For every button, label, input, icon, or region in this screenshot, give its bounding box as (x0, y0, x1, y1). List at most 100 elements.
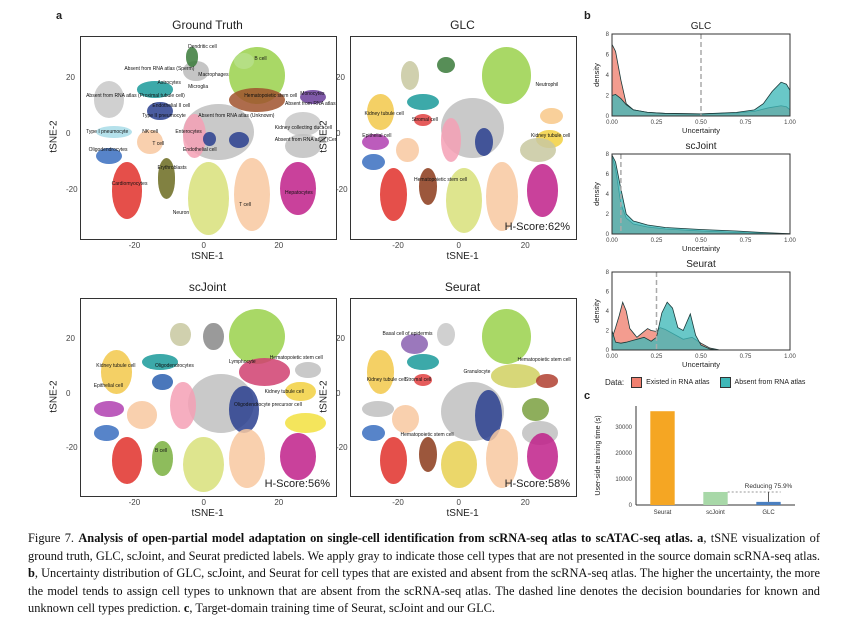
x-tick-label: 0.00 (606, 238, 618, 244)
x-tick-label: 20 (520, 498, 530, 507)
cell-cluster (152, 373, 173, 390)
cell-cluster (188, 162, 229, 235)
y-axis-label: tSNE-2 (48, 120, 60, 153)
bar-glc (756, 501, 781, 505)
y-tick-label: 20 (336, 334, 345, 344)
y-axis-label: User-side training time (s) (595, 415, 602, 495)
cell-cluster (486, 162, 518, 231)
x-tick-label: 0 (456, 241, 461, 250)
cell-type-label: B cell (254, 56, 267, 63)
x-tick-label: -20 (128, 498, 141, 507)
cell-type-label: T cell (239, 201, 251, 208)
y-tick-label: 0 (336, 388, 341, 398)
cell-type-label: Hematopoietic stem cell (414, 177, 468, 184)
x-axis-label: tSNE-1 (446, 251, 479, 262)
x-tick-label: 20 (274, 498, 284, 507)
x-axis-label: Uncertainty (682, 360, 720, 369)
cell-type-label: Oligodendrocytes (154, 363, 194, 369)
y-tick-label: 0 (629, 503, 633, 509)
chart-title: GLC (691, 21, 712, 32)
bar-scjoint (703, 491, 728, 505)
x-tick-label: 1.00 (784, 238, 796, 244)
cell-cluster (239, 358, 291, 386)
tsne-plot-area: Neutrophil Kidney tubule cell Stromal cell… (350, 36, 577, 240)
cell-cluster (228, 429, 265, 489)
cell-type-label: Kidney tubule cell (96, 363, 136, 369)
cell-cluster (234, 53, 255, 70)
density-area-absent (611, 154, 791, 235)
y-tick-label: 4 (606, 192, 610, 198)
cell-type-label: Absent from RNA atlas (Proximal tubule c… (86, 92, 185, 99)
y-tick-label: 30000 (615, 425, 632, 431)
cell-cluster (126, 401, 158, 430)
x-tick-label: 0.25 (651, 354, 663, 360)
legend-label-existed: Existed in RNA atlas (646, 379, 710, 386)
cell-cluster (414, 113, 432, 126)
x-tick-label: 20 (274, 241, 284, 250)
panel-letter-b: b (584, 10, 591, 22)
x-tick-label: 0.25 (651, 238, 663, 244)
cell-type-label: Absent from RNA atlas (Cerebellar granul… (274, 137, 337, 143)
h-score-label: H-Score:62% (504, 221, 570, 233)
cell-cluster (362, 401, 394, 418)
y-axis-label: tSNE-2 (318, 120, 330, 153)
y-tick-label: -20 (336, 185, 348, 195)
cell-cluster (526, 432, 558, 481)
cell-type-label: Microglia (188, 84, 209, 91)
cell-cluster (279, 162, 316, 215)
cell-cluster (540, 107, 563, 124)
cell-cluster (137, 129, 163, 155)
caption-a-label: a (697, 531, 704, 545)
x-axis-label: Uncertainty (682, 244, 720, 253)
cell-cluster (183, 113, 206, 159)
y-tick-label: 0 (606, 348, 610, 354)
cell-cluster (474, 127, 493, 157)
x-axis-label: tSNE-1 (446, 508, 479, 519)
cell-cluster (362, 425, 385, 441)
cell-cluster (400, 61, 419, 90)
y-tick-label: 8 (606, 152, 610, 158)
cell-type-label: Absent from RNA atlas (Sperm) (124, 66, 195, 73)
cell-cluster (93, 425, 120, 441)
y-tick-label: 20 (336, 73, 345, 83)
cell-cluster (526, 164, 558, 217)
cell-cluster (396, 138, 419, 163)
cell-type-label: Basal cell of epidermis (382, 331, 433, 338)
x-tick-label: 1.00 (784, 354, 796, 360)
cell-cluster (481, 47, 531, 104)
cell-cluster (228, 87, 285, 112)
cell-cluster (362, 133, 390, 151)
y-tick-label: -20 (66, 443, 78, 453)
cell-type-label: Astrocytes (157, 80, 181, 87)
cell-cluster (285, 111, 321, 136)
cell-type-label: Hematopoietic stem cell (269, 355, 323, 362)
cell-cluster (380, 436, 408, 485)
x-tick-label: 0.50 (695, 238, 707, 244)
x-tick-label: scJoint (706, 510, 725, 516)
caption-title: Analysis of open-partial model adaptatio… (78, 531, 693, 545)
cell-type-label: Kidney tubule cell (264, 388, 304, 395)
tsne-panel-seurat: Seurat Basal cell of epidermis Hematopoiet… (319, 280, 580, 525)
cell-cluster (285, 133, 321, 159)
cell-cluster (279, 432, 316, 481)
cell-cluster (170, 381, 196, 429)
y-axis-label: density (592, 63, 601, 87)
x-tick-label: 0.00 (606, 120, 618, 126)
cell-cluster (362, 154, 385, 171)
caption-a-text: , tSNE visualization of ground truth, GL… (28, 531, 820, 563)
cell-type-label: Neuron (172, 209, 190, 216)
legend-swatch-absent (719, 377, 731, 388)
cell-type-label: Epithelial cell (362, 132, 392, 139)
caption-c-text: , Target-domain training time of Seurat,… (189, 601, 496, 616)
cell-cluster (441, 117, 462, 163)
cell-cluster (414, 373, 432, 386)
x-tick-label: 0.75 (740, 354, 752, 360)
density-chart-scjoint: scJoint 0.00 0.25 0.50 0.75 1.00 0 2 4 6 8 Uncertai… (592, 141, 796, 253)
cell-cluster (101, 350, 132, 394)
y-tick-label: 4 (606, 309, 610, 315)
training-time-bar-chart: 0 10000 20000 30000 Seurat scJoint GLC Reducing… (595, 406, 795, 516)
y-tick-label: 0 (336, 129, 341, 139)
cell-type-label: Kidney tubule cell (531, 132, 571, 139)
cell-cluster (93, 81, 125, 118)
cell-type-label: Epithelial cell (93, 382, 123, 389)
